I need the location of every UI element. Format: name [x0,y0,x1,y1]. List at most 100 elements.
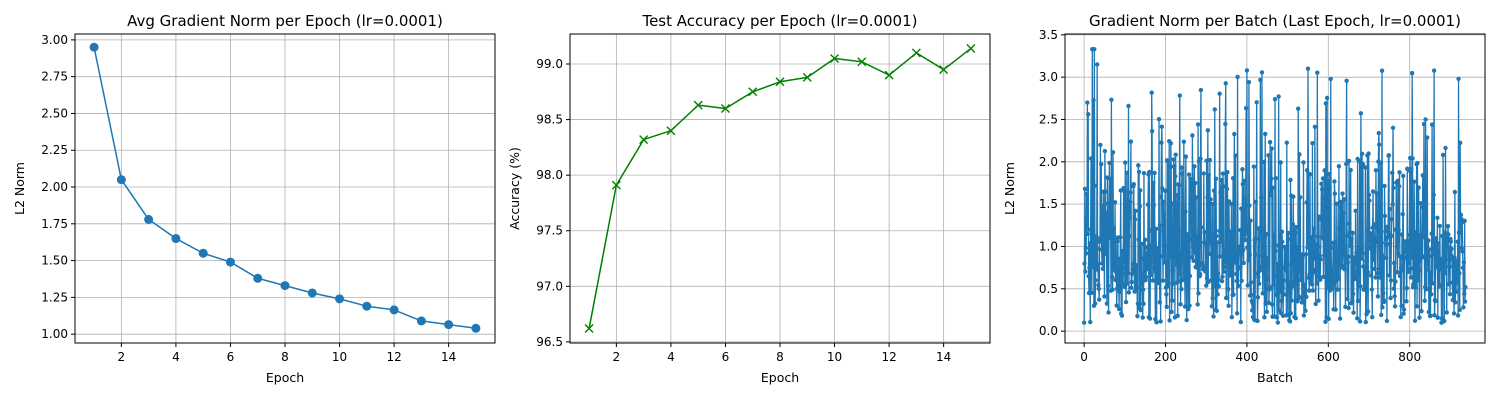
data-point [1160,253,1165,259]
data-point [1186,172,1192,177]
data-point [1241,260,1246,266]
data-point [1152,269,1158,274]
data-point [1359,256,1364,261]
data-point [1402,255,1407,260]
data-point [1151,203,1156,208]
y-tick-label: 98.0 [536,168,563,182]
data-point [1143,277,1148,283]
data-point [1363,319,1368,325]
data-point [1202,229,1207,235]
data-point [1308,235,1314,240]
data-point [1245,283,1250,288]
data-point [1378,160,1384,165]
data-point [1460,265,1466,270]
data-point [1161,199,1166,205]
data-point [1257,268,1263,273]
data-point [1286,230,1291,236]
data-point [1358,111,1364,116]
data-point [1344,233,1350,239]
data-point [1328,245,1334,250]
data-point [1236,283,1241,289]
data-point [1253,252,1258,257]
data-point [1223,121,1228,127]
data-point [1339,239,1345,245]
y-tick-label: 2.00 [41,180,68,194]
data-point [1245,245,1250,250]
data-point [1088,319,1093,325]
data-point [1452,255,1457,260]
data-point [1397,170,1402,175]
data-point [1263,131,1268,137]
data-point [1326,171,1332,177]
data-point [1364,228,1370,233]
data-point [1426,309,1432,315]
data-point [1457,140,1463,146]
data-point [1345,260,1351,265]
data-point [1219,278,1225,284]
data-point [1274,273,1279,278]
data-point [1086,273,1091,279]
data-point [1342,267,1347,272]
data-point [1170,268,1176,273]
data-point [1102,294,1107,299]
data-point [1279,298,1284,304]
data-point [1274,292,1279,298]
data-point [1221,184,1226,189]
data-point [1428,270,1434,275]
data-point [1387,273,1392,278]
data-point [1315,70,1320,75]
data-point [1196,291,1201,296]
data-point [1443,257,1449,262]
data-point [1254,236,1259,241]
data-point [1399,232,1405,237]
data-point [1362,284,1368,289]
data-point [1382,213,1388,219]
data-point [1202,240,1208,246]
data-point [1288,177,1293,183]
data-point [1411,179,1417,184]
data-point [1455,280,1460,285]
data-point [1212,283,1217,289]
data-point [1395,178,1401,183]
data-point [1422,298,1427,303]
data-point [1210,296,1215,301]
data-point [1123,299,1129,305]
data-point [1092,183,1097,188]
data-point [1186,306,1191,312]
data-point [1205,195,1210,200]
data-point [1310,288,1316,293]
data-point [1228,272,1234,277]
data-point [1363,165,1368,170]
data-point [1303,252,1309,257]
data-point [1307,172,1313,177]
data-point [1429,292,1434,297]
data-point [1283,267,1289,273]
data-point [1103,251,1108,257]
data-point [444,320,454,330]
data-point [1117,256,1122,262]
data-point [1335,287,1340,292]
data-point [1082,186,1088,192]
data-point [1182,268,1187,274]
data-point [1214,233,1219,239]
data-point [1140,287,1146,292]
x-tick-label: 200 [1154,350,1177,364]
data-point [1221,264,1227,270]
data-point [1125,270,1131,276]
data-point [1189,255,1195,260]
data-point [1441,266,1446,272]
data-point [1106,310,1111,315]
data-point [1291,194,1296,199]
data-point [1258,195,1264,200]
data-point [1374,239,1380,245]
data-point [1192,250,1198,255]
data-point [1204,283,1209,288]
x-tick-label: 14 [441,350,456,364]
data-point [1210,201,1215,207]
data-point [1322,168,1327,173]
data-point [1324,95,1330,101]
data-point [1229,201,1234,207]
data-point [1411,265,1416,270]
data-point [1225,286,1231,292]
data-point [1152,170,1157,176]
